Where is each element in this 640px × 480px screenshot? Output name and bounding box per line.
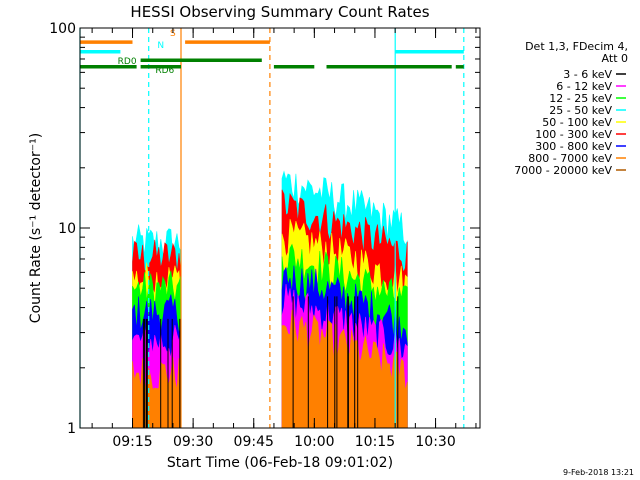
y-tick-label: 1 xyxy=(67,421,76,437)
legend-entry-label: 800 - 7000 keV xyxy=(528,152,612,165)
generation-timestamp: 9-Feb-2018 13:21 xyxy=(563,468,634,477)
flag-label: RD6 xyxy=(155,66,174,76)
flag-label: S xyxy=(170,29,176,39)
x-tick-label: 10:00 xyxy=(294,434,334,450)
legend-entry-label: 50 - 100 keV xyxy=(542,116,612,129)
legend-entry-label: 3 - 6 keV xyxy=(563,68,612,81)
flag-label: N xyxy=(157,41,164,51)
legend-entry-label: 7000 - 20000 keV xyxy=(514,164,612,177)
legend-entry-label: 12 - 25 keV xyxy=(549,92,612,105)
x-tick-label: 09:30 xyxy=(173,434,213,450)
chart-title: HESSI Observing Summary Count Rates xyxy=(130,3,429,21)
axis-layer: 09:15 09:30 09:45 10:00 10:15 10:30 1 10 100 xyxy=(49,21,480,450)
data-interval xyxy=(281,170,408,429)
y-tick-label: 100 xyxy=(49,21,76,37)
data-interval xyxy=(132,224,182,429)
x-tick-label: 10:15 xyxy=(355,434,395,450)
x-tick-label: 09:45 xyxy=(234,434,274,450)
x-tick-label: 10:30 xyxy=(415,434,455,450)
data-layer xyxy=(132,170,408,429)
x-axis-label: Start Time (06-Feb-18 09:01:02) xyxy=(167,455,393,471)
y-axis-label: Count Rate (s⁻¹ detector⁻¹) xyxy=(28,133,44,323)
y-tick-label: 10 xyxy=(58,221,76,237)
flag-label: RD0 xyxy=(118,57,137,67)
series-trace xyxy=(281,309,408,429)
legend-header: Att 0 xyxy=(602,52,628,65)
legend-entry-label: 25 - 50 keV xyxy=(549,104,612,117)
marker-layer xyxy=(79,28,465,428)
legend-header: Det 1,3, FDecim 4, xyxy=(525,40,628,53)
legend-entry-label: 6 - 12 keV xyxy=(556,80,612,93)
flag-layer: SN RD0 RD6 xyxy=(80,29,464,76)
legend-entry-label: 100 - 300 keV xyxy=(535,128,612,141)
x-tick-label: 09:15 xyxy=(112,434,152,450)
legend-entry-label: 300 - 800 keV xyxy=(535,140,612,153)
